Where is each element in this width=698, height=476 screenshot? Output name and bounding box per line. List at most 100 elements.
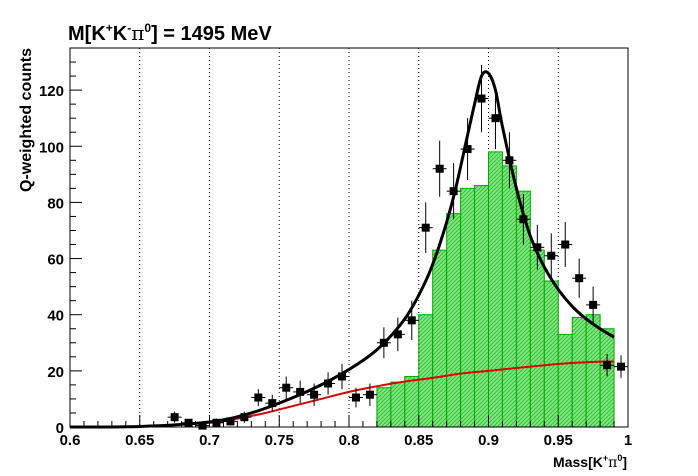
title-sup3: 0 xyxy=(144,21,151,35)
data-marker xyxy=(379,338,388,347)
green-hist-bar xyxy=(376,387,392,428)
xlabel-tail: ] xyxy=(622,454,627,470)
x-tick-label: 1 xyxy=(624,432,632,449)
data-point xyxy=(279,376,294,399)
data-marker xyxy=(170,413,179,422)
title-pi: π xyxy=(131,21,144,45)
data-point xyxy=(307,383,322,406)
title-sup2: - xyxy=(127,21,131,35)
data-point xyxy=(474,64,489,133)
title-main: M[K xyxy=(68,23,106,45)
data-marker xyxy=(226,417,235,426)
data-point xyxy=(390,317,405,352)
green-hist-bar xyxy=(571,317,587,428)
data-point xyxy=(614,355,628,378)
chart-title: M[K+K-π0] = 1495 MeV xyxy=(68,21,272,45)
y-tick-label: 40 xyxy=(47,308,64,325)
data-marker xyxy=(603,361,612,370)
data-point xyxy=(265,394,280,412)
data-marker xyxy=(547,251,556,260)
data-point xyxy=(321,372,336,395)
title-sup1: + xyxy=(106,21,113,35)
data-marker xyxy=(351,393,360,402)
data-marker xyxy=(421,223,430,232)
green-hist-bar xyxy=(557,333,573,428)
x-tick-label: 0.9 xyxy=(478,432,499,449)
data-point xyxy=(209,418,224,427)
data-marker xyxy=(477,94,486,103)
green-hist-bar xyxy=(460,187,476,428)
data-point xyxy=(195,421,210,430)
xlabel-pi: π xyxy=(608,455,617,471)
green-hist-bar xyxy=(474,185,489,428)
data-point xyxy=(223,417,238,426)
y-tick-label: 20 xyxy=(47,364,64,381)
plot-layer: 0.6 0.65 0.7 0.75 0.8 0.85 0.9 0.95 1 0 20 40 60 80 10… xyxy=(39,47,632,449)
data-marker xyxy=(407,316,416,325)
green-hist-bar xyxy=(418,314,434,428)
green-hist-bar xyxy=(585,314,601,428)
data-marker xyxy=(435,164,444,173)
green-hist-bar xyxy=(529,249,545,428)
data-marker xyxy=(533,243,542,252)
data-point xyxy=(572,258,587,298)
data-marker xyxy=(575,274,584,283)
y-tick-label: 60 xyxy=(47,252,64,269)
data-point xyxy=(488,87,503,150)
y-axis-label: Q-weighted counts xyxy=(18,48,35,192)
data-marker xyxy=(310,390,319,399)
data-point xyxy=(181,418,196,427)
data-marker xyxy=(254,393,263,402)
data-point xyxy=(502,132,517,189)
green-hist-bar xyxy=(432,249,448,428)
y-tick-label: 80 xyxy=(47,195,64,212)
data-point xyxy=(516,193,531,245)
x-tick-label: 0.7 xyxy=(199,432,220,449)
data-point xyxy=(237,411,252,423)
data-marker xyxy=(617,362,626,371)
x-tick-label: 0.75 xyxy=(265,432,294,449)
x-axis-label: Mass[K+π0] xyxy=(553,453,627,471)
green-hist-bar xyxy=(501,165,517,428)
x-tick-label: 0.8 xyxy=(339,432,360,449)
data-point xyxy=(293,380,308,404)
green-hist-bar xyxy=(599,328,615,428)
green-hist-bar xyxy=(446,213,462,428)
data-marker xyxy=(240,413,249,422)
data-point xyxy=(600,354,615,377)
data-point xyxy=(167,411,182,423)
x-tick-label: 0.65 xyxy=(125,432,154,449)
data-point xyxy=(376,327,391,359)
xlabel-sup2: 0 xyxy=(617,453,622,463)
green-hist-bar xyxy=(404,375,420,428)
data-point xyxy=(446,163,461,220)
data-point xyxy=(460,118,475,180)
data-point xyxy=(586,286,601,324)
xlabel-main: Mass[K xyxy=(553,454,603,470)
data-marker xyxy=(589,300,598,309)
data-point xyxy=(530,224,545,270)
data-marker xyxy=(268,399,277,408)
data-point xyxy=(558,222,573,267)
x-tick-label: 0.95 xyxy=(544,432,573,449)
data-marker xyxy=(184,418,193,427)
green-hist-bar xyxy=(488,151,503,428)
data-marker xyxy=(338,372,347,381)
green-hist-bar xyxy=(543,280,559,428)
data-marker xyxy=(463,145,472,154)
data-marker xyxy=(393,330,402,339)
data-point xyxy=(251,389,266,406)
data-point xyxy=(404,300,419,340)
data-point xyxy=(432,140,447,197)
data-point xyxy=(544,233,559,279)
x-tick-label: 0.85 xyxy=(404,432,433,449)
green-hist-bar xyxy=(390,381,406,428)
data-point xyxy=(362,383,377,406)
data-marker xyxy=(324,379,333,388)
total-fit-curve xyxy=(69,70,615,429)
data-marker xyxy=(198,421,207,430)
title-tail: ] = 1495 MeV xyxy=(151,23,272,45)
data-marker xyxy=(491,114,500,123)
data-marker xyxy=(561,240,570,249)
